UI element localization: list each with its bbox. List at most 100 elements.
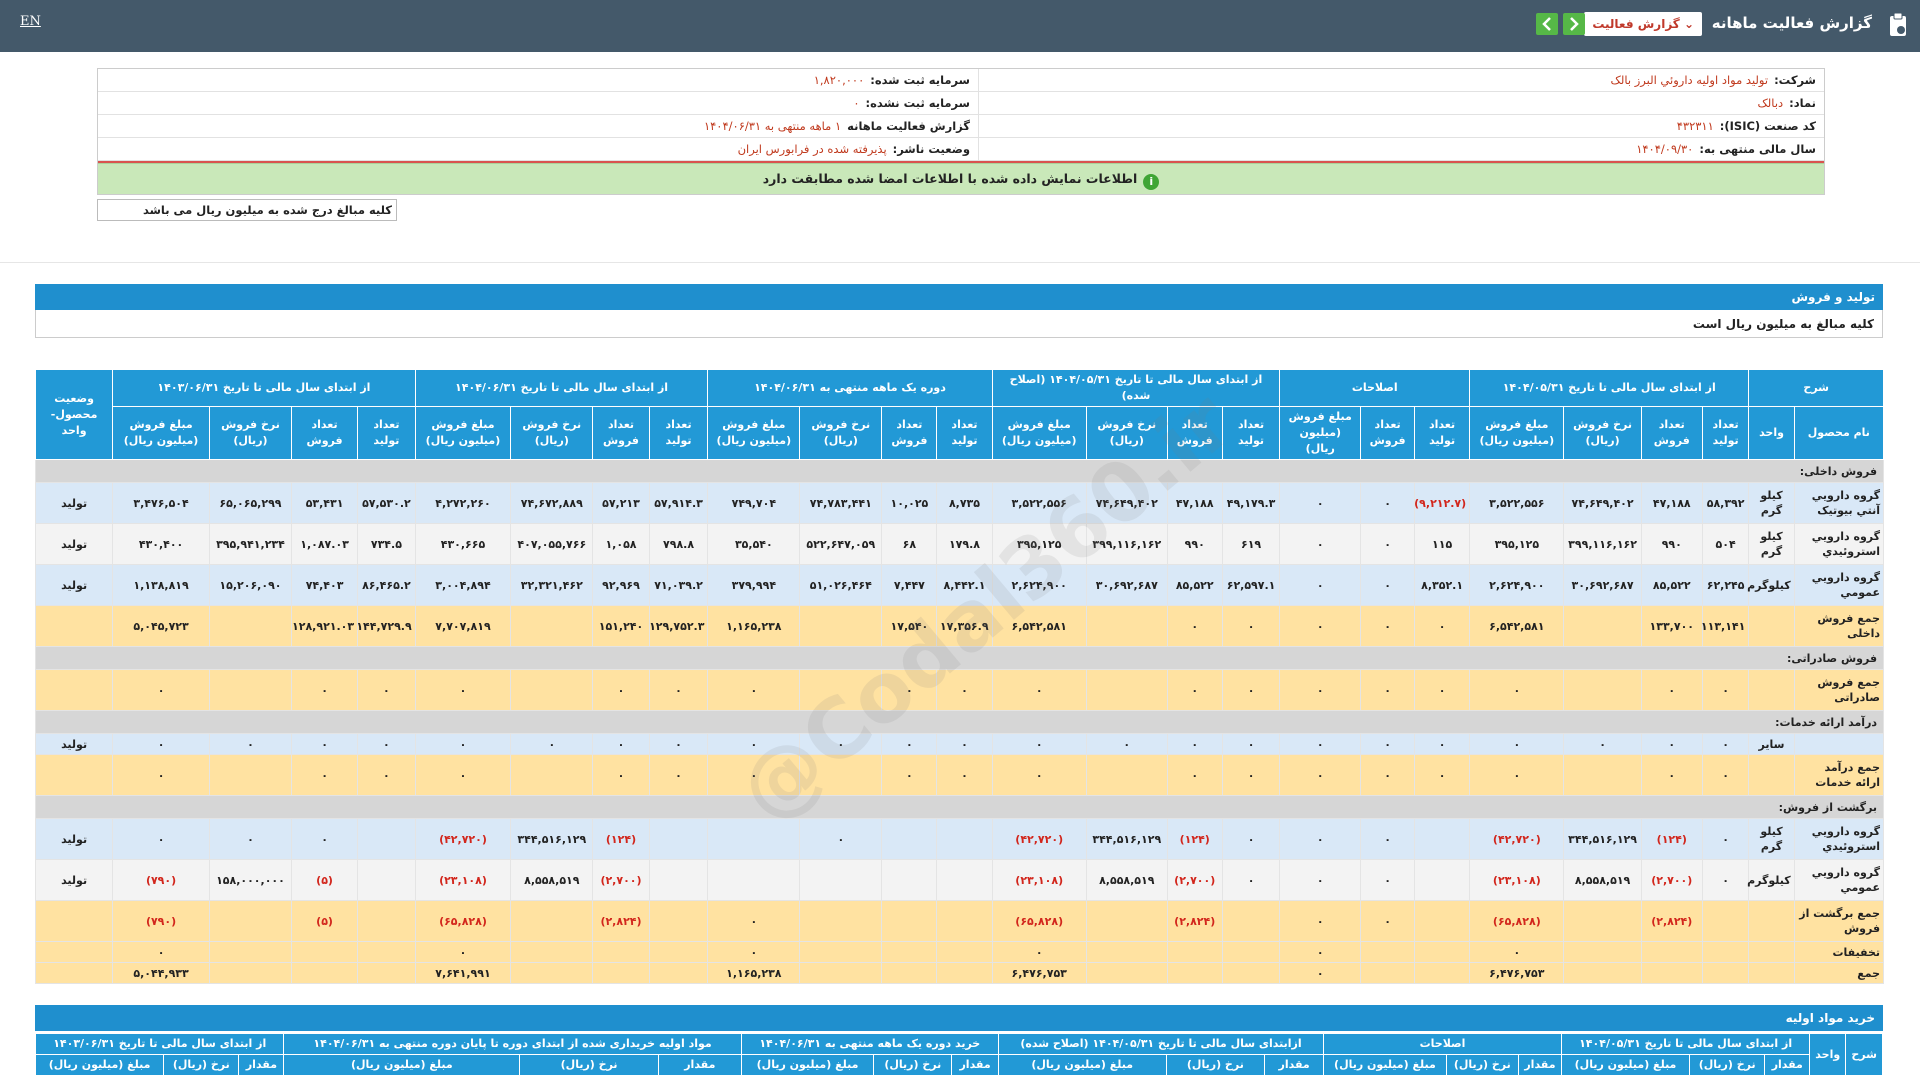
cell: ۸,۳۵۲.۱ <box>1414 564 1471 606</box>
cell: تولید <box>34 818 114 860</box>
column-header: تعداد تولید <box>357 406 416 460</box>
cell: ۳۹۵,۱۲۵ <box>1469 523 1565 565</box>
cell: ۰ <box>936 669 993 711</box>
cell: ۴۷,۱۸۸ <box>1640 482 1703 524</box>
cell: کیلو گرم <box>1748 482 1795 524</box>
cell: ۰ <box>991 941 1087 963</box>
cell: ۸۶,۴۶۵.۲ <box>357 564 416 606</box>
cell: کیلوگرم <box>1747 564 1795 606</box>
section-row: فروش داخلی: <box>34 459 1885 483</box>
cell: ۰ <box>291 669 359 711</box>
notice-text: اطلاعات نمایش داده شده با اطلاعات امضا ش… <box>762 171 1138 186</box>
cell: ۰ <box>1279 482 1362 524</box>
cell <box>357 941 416 963</box>
cell: ۰ <box>707 669 801 711</box>
cell <box>1563 941 1642 963</box>
next-button[interactable] <box>1563 13 1585 35</box>
info-cell: وضعیت ناشر: پذیرفته شده در فرابورس ایران <box>98 138 978 161</box>
cell: ۰ <box>1279 941 1362 963</box>
cell: ۵۷,۹۱۴.۳ <box>648 482 709 524</box>
language-switch[interactable]: EN <box>20 14 41 29</box>
cell: ۰ <box>414 941 512 963</box>
cell: ۳۴۴,۵۱۶,۱۲۹ <box>1563 818 1642 860</box>
row-label: جمع فروش داخلی <box>1793 605 1885 647</box>
cell: ۳۷۹,۹۹۴ <box>707 564 801 606</box>
cell: ۰ <box>357 669 416 711</box>
column-header: مقدار <box>657 1054 742 1076</box>
cell: ۰ <box>1701 754 1750 796</box>
cell <box>881 941 938 963</box>
cell: ۰ <box>991 733 1087 755</box>
cell <box>208 962 293 984</box>
cell: ۳,۵۲۲,۵۵۶ <box>991 482 1087 524</box>
cell <box>208 900 293 942</box>
total-row: جمع ۶,۴۷۶,۷۵۳ ۰ ۶,۴۷۶,۷۵۳ ۱,۱۶۵,۲۳۸ ۷,۶۴۱,۹۹۱… <box>34 962 1885 984</box>
cell <box>34 605 114 647</box>
cell: ۱,۱۶۵,۲۳۸ <box>707 962 801 984</box>
cell <box>1640 962 1703 984</box>
cell <box>1221 900 1281 942</box>
info-value: دبالک <box>1757 96 1784 110</box>
cell <box>799 859 883 901</box>
cell: ۸,۵۵۸,۵۱۹ <box>510 859 594 901</box>
column-header: مبلغ (میلیون ریال) <box>283 1054 521 1076</box>
cell: ۰ <box>1279 859 1362 901</box>
cell: ۱۷,۵۴۰ <box>881 605 938 647</box>
cell: ۱,۱۳۸,۸۱۹ <box>112 564 210 606</box>
info-label: سال مالی منتهی به: <box>1699 142 1816 156</box>
column-header: نرخ (ریال) <box>163 1054 240 1076</box>
cell <box>592 962 650 984</box>
cell <box>1563 669 1642 711</box>
cell <box>34 900 114 942</box>
cell: ۰ <box>1640 669 1703 711</box>
cell: ۳۹۹,۱۱۶,۱۶۲ <box>1085 523 1168 565</box>
report-dropdown[interactable]: گزارش فعالیت <box>1584 12 1702 36</box>
cell: ۰ <box>112 941 210 963</box>
cell: ۳۲,۳۲۱,۴۶۲ <box>510 564 594 606</box>
cell: ۱۱۳,۱۴۱ <box>1701 605 1750 647</box>
row-label: جمع درآمد ارائه خدمات <box>1793 754 1885 796</box>
column-header: نرخ فروش (ریال) <box>208 406 293 460</box>
column-header: مبلغ (میلیون ریال) <box>740 1054 875 1076</box>
group-header: ازابتدای سال مالی تا تاریخ ۱۴۰۴/۰۵/۳۱ (ا… <box>997 1033 1325 1055</box>
column-header: تعداد فروش <box>291 406 359 460</box>
prev-button[interactable] <box>1536 13 1558 35</box>
column-header: نرخ (ریال) <box>1165 1054 1266 1076</box>
cell: ۰ <box>1640 754 1703 796</box>
cell: ۵۸,۳۹۲ <box>1701 482 1750 524</box>
total-row: جمع درآمد ارائه خدمات ۰ ۰ ۰ ۰ ۰ ۰ ۰ ۰ ۰ ۰ ۰ ۰ ۰ ۰ ۰ ۰ ۰ ۰ <box>34 754 1885 796</box>
cell <box>1748 605 1795 647</box>
cell: ۵۷,۵۳۰.۲ <box>357 482 416 524</box>
cell <box>936 859 993 901</box>
cell: ۰ <box>112 818 210 860</box>
info-cell: گزارش فعالیت ماهانه ۱ ماهه منتهی به ۱۴۰۴/… <box>98 115 978 138</box>
cell: ۳۵,۵۴۰ <box>707 523 801 565</box>
cell <box>648 859 709 901</box>
column-header: تعداد تولید <box>1701 406 1750 460</box>
header-row: شرح از ابتدای سال مالی تا تاریخ ۱۴۰۴/۰۵/۳… <box>34 369 1885 460</box>
cell: ۳۴۴,۵۱۶,۱۲۹ <box>510 818 594 860</box>
cell: ۰ <box>1279 818 1362 860</box>
info-value: پذیرفته شده در فرابورس ایران <box>737 142 887 156</box>
column-header: مبلغ فروش (میلیون ریال) <box>112 406 210 460</box>
cell: ۰ <box>1279 605 1362 647</box>
cell: تولید <box>34 733 114 755</box>
section-note: کلیه مبالغ به میلیون ریال است <box>35 310 1883 338</box>
cell: (۷۹۰) <box>112 859 210 901</box>
cell: ۰ <box>208 733 293 755</box>
cell: ۰ <box>1360 754 1416 796</box>
cell: ۶۱۹ <box>1221 523 1281 565</box>
cell: ۰ <box>881 733 938 755</box>
cell: (۲,۷۰۰) <box>592 859 650 901</box>
cell <box>1221 941 1281 963</box>
cell: ۰ <box>112 669 210 711</box>
cell: ۷۴,۷۸۳,۴۴۱ <box>799 482 883 524</box>
cell: (۶۵,۸۲۸) <box>1469 900 1565 942</box>
cell: (۱۲۴) <box>1640 818 1703 860</box>
cell: ۰ <box>881 754 938 796</box>
section-row: برگشت از فروش: <box>34 795 1885 819</box>
cell: ۳۰,۶۹۲,۶۸۷ <box>1085 564 1168 606</box>
cell: ۰ <box>1414 754 1471 796</box>
header-row: شرح واحد از ابتدای سال مالی تا تاریخ ۱۴۰۴/… <box>34 1033 1883 1076</box>
cell <box>1085 754 1168 796</box>
